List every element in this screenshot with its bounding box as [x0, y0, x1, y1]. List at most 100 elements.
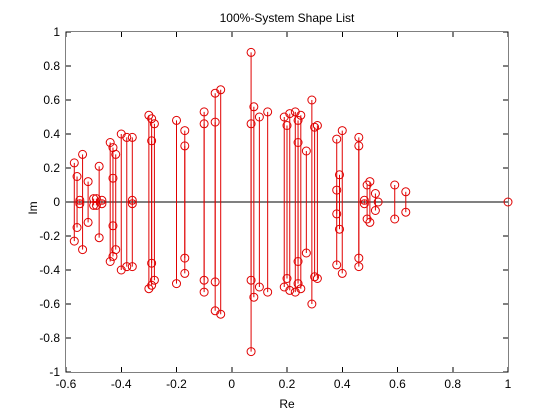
pole-marker-conjugate [78, 245, 88, 255]
pole-marker-conjugate [94, 233, 104, 243]
pole-marker [83, 177, 93, 187]
pole-marker-conjugate [69, 236, 79, 246]
pole-marker-conjugate [75, 199, 85, 209]
pole-marker-conjugate [246, 275, 256, 285]
pole-marker-conjugate [97, 199, 107, 209]
pole-marker [373, 197, 383, 207]
pole-marker-conjugate [312, 274, 322, 283]
pole-marker-conjugate [282, 274, 292, 283]
pole-marker [312, 121, 322, 130]
pole-marker-conjugate [359, 199, 369, 209]
pole-marker-conjugate [370, 206, 380, 215]
pole-marker [210, 117, 220, 127]
pole-marker [75, 195, 85, 205]
x-tick-label: -0.4 [111, 377, 132, 391]
pole-marker [91, 194, 101, 204]
tick-labels: -0.6 -0.4 -0.2 0 0.2 0.4 0.6 0.8 1 -1 -0.8 -0.6 -0.4… [39, 25, 511, 391]
pole-marker-conjugate [180, 268, 190, 278]
pole-marker [370, 189, 380, 198]
y-tick-label: 0.8 [43, 59, 60, 73]
pole-marker [97, 195, 107, 205]
pole-marker-conjugate [199, 287, 209, 297]
pole-marker [401, 187, 411, 197]
x-axis-label: Re [279, 397, 295, 411]
y-tick-label: -0.8 [39, 331, 60, 345]
pole-marker [296, 110, 306, 120]
y-axis-label: Im [26, 201, 40, 214]
pole-marker-conjugate [401, 207, 411, 217]
pole-marker-conjugate [210, 306, 220, 316]
pole-marker-conjugate [337, 268, 347, 278]
x-tick-label: -0.6 [56, 377, 77, 391]
pole-marker [180, 141, 190, 151]
pole-marker-conjugate [127, 262, 137, 272]
pole-marker [127, 195, 137, 205]
pole-marker-conjugate [108, 221, 118, 231]
pole-marker-conjugate [127, 199, 137, 209]
pole-marker-conjugate [147, 258, 157, 268]
pole-marker [122, 132, 132, 142]
y-tick-label: -1 [49, 365, 60, 379]
pole-marker [249, 102, 259, 112]
pole-marker [108, 173, 118, 183]
y-tick-label: 0.4 [43, 127, 60, 141]
pole-marker [147, 114, 157, 124]
pole-marker-conjugate [72, 223, 82, 232]
pole-marker [111, 149, 121, 159]
y-tick-label: 1 [53, 25, 60, 39]
pole-marker [337, 126, 347, 136]
pole-marker [94, 161, 104, 171]
y-tick-label: 0.2 [43, 161, 60, 175]
pole-marker [285, 109, 295, 119]
pole-marker-conjugate [301, 248, 311, 258]
pole-marker [246, 47, 256, 57]
pole-marker [246, 119, 256, 129]
pole-marker [334, 170, 344, 180]
pole-marker-conjugate [105, 257, 115, 266]
pole-marker [354, 141, 364, 151]
pole-marker [307, 95, 317, 105]
x-tick-label: 0.8 [444, 377, 461, 391]
pole-marker [310, 122, 320, 132]
pole-marker-conjugate [199, 275, 209, 285]
pole-marker [332, 134, 342, 144]
data-layer [66, 47, 513, 357]
pole-marker [293, 138, 303, 147]
chart-title: 100%-System Shape List [220, 11, 355, 25]
pole-marker [105, 138, 115, 147]
pole-marker [149, 119, 159, 129]
pole-marker-conjugate [246, 347, 256, 357]
pole-marker [359, 195, 369, 205]
pole-marker-conjugate [83, 217, 93, 227]
pole-marker-conjugate [91, 200, 101, 210]
pole-marker [199, 119, 209, 129]
pole-marker-conjugate [296, 284, 306, 294]
pole-marker-conjugate [332, 260, 342, 270]
pole-marker-conjugate [293, 257, 303, 266]
pole-marker-conjugate [390, 214, 400, 224]
pole-marker-conjugate [147, 280, 157, 290]
pole-marker [332, 185, 342, 195]
pole-marker [254, 112, 264, 122]
pole-marker-conjugate [334, 224, 344, 234]
pole-marker [127, 132, 137, 142]
pole-marker-conjugate [122, 262, 132, 272]
pole-marker [293, 115, 303, 125]
y-tick-label: -0.4 [39, 263, 60, 277]
x-tick-label: 0.4 [334, 377, 351, 391]
pole-marker-conjugate [332, 209, 342, 219]
pole-marker [199, 107, 209, 117]
pole-marker-conjugate [149, 275, 159, 285]
pole-marker-conjugate [285, 285, 295, 295]
pole-marker [362, 180, 372, 190]
pole-marker-conjugate [310, 272, 320, 282]
pole-marker [69, 158, 79, 168]
pole-marker-conjugate [111, 245, 121, 255]
pole-marker-conjugate [362, 214, 372, 224]
pole-marker [78, 149, 88, 159]
pole-marker-conjugate [254, 282, 264, 292]
pole-marker [503, 197, 513, 207]
x-tick-label: -0.2 [166, 377, 187, 391]
pole-marker [301, 146, 311, 156]
y-tick-label: -0.6 [39, 297, 60, 311]
